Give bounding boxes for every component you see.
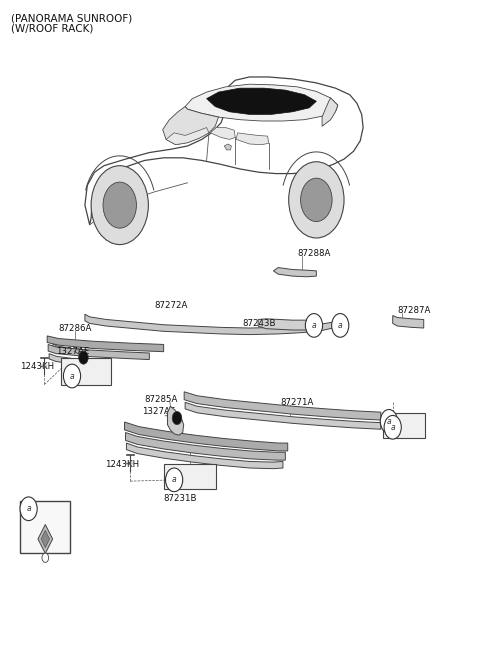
- Polygon shape: [85, 314, 333, 335]
- Circle shape: [172, 411, 182, 424]
- Polygon shape: [185, 403, 381, 429]
- Circle shape: [42, 553, 48, 562]
- Polygon shape: [224, 144, 231, 150]
- Text: 87272A: 87272A: [154, 300, 188, 310]
- Text: 1243KH: 1243KH: [21, 362, 55, 371]
- FancyBboxPatch shape: [61, 358, 111, 385]
- Circle shape: [300, 178, 332, 222]
- Circle shape: [79, 351, 88, 364]
- Polygon shape: [126, 443, 283, 469]
- Text: a: a: [386, 417, 391, 426]
- Text: a: a: [70, 372, 74, 381]
- Text: a: a: [390, 423, 395, 432]
- Polygon shape: [258, 319, 307, 330]
- Polygon shape: [274, 267, 316, 277]
- Text: a: a: [338, 321, 343, 330]
- Circle shape: [384, 415, 401, 439]
- Text: 87285A: 87285A: [144, 395, 178, 403]
- Polygon shape: [163, 106, 218, 145]
- FancyBboxPatch shape: [383, 412, 425, 438]
- Polygon shape: [185, 84, 338, 121]
- Polygon shape: [38, 525, 53, 554]
- Text: (W/ROOF RACK): (W/ROOF RACK): [11, 23, 93, 33]
- Text: a: a: [172, 475, 177, 484]
- Circle shape: [288, 162, 344, 238]
- Polygon shape: [53, 343, 86, 355]
- Text: 87243B: 87243B: [242, 319, 276, 328]
- Polygon shape: [184, 392, 381, 420]
- Polygon shape: [168, 407, 184, 435]
- Polygon shape: [48, 345, 149, 360]
- Polygon shape: [125, 432, 285, 460]
- Polygon shape: [166, 127, 209, 145]
- Text: a: a: [26, 504, 31, 513]
- Text: 1327AE: 1327AE: [142, 407, 176, 416]
- FancyBboxPatch shape: [164, 464, 216, 489]
- FancyBboxPatch shape: [20, 501, 70, 554]
- Circle shape: [20, 497, 37, 521]
- Polygon shape: [236, 133, 269, 145]
- Circle shape: [166, 468, 183, 492]
- Text: 1327AE: 1327AE: [56, 346, 89, 356]
- Text: 87233A: 87233A: [386, 418, 420, 426]
- Circle shape: [305, 314, 323, 337]
- Circle shape: [63, 364, 81, 388]
- Circle shape: [380, 409, 397, 433]
- Text: a: a: [312, 321, 316, 330]
- Text: 1243KH: 1243KH: [106, 459, 140, 469]
- Polygon shape: [322, 98, 338, 126]
- Polygon shape: [210, 127, 235, 139]
- Text: (PANORAMA SUNROOF): (PANORAMA SUNROOF): [11, 13, 132, 23]
- Text: 87271A: 87271A: [281, 398, 314, 407]
- Circle shape: [91, 166, 148, 245]
- Text: 87288A: 87288A: [297, 249, 331, 257]
- Circle shape: [103, 182, 136, 228]
- Polygon shape: [41, 531, 49, 548]
- Polygon shape: [206, 88, 316, 114]
- Text: 86725B: 86725B: [38, 504, 72, 513]
- Text: 87286A: 87286A: [59, 324, 92, 333]
- Circle shape: [332, 314, 349, 337]
- Text: 87241C: 87241C: [60, 374, 94, 383]
- Polygon shape: [393, 315, 424, 328]
- Polygon shape: [124, 422, 288, 451]
- Polygon shape: [47, 336, 164, 352]
- Text: 87287A: 87287A: [397, 306, 431, 315]
- Text: 87231B: 87231B: [164, 494, 197, 503]
- Polygon shape: [85, 77, 363, 225]
- Polygon shape: [49, 354, 97, 366]
